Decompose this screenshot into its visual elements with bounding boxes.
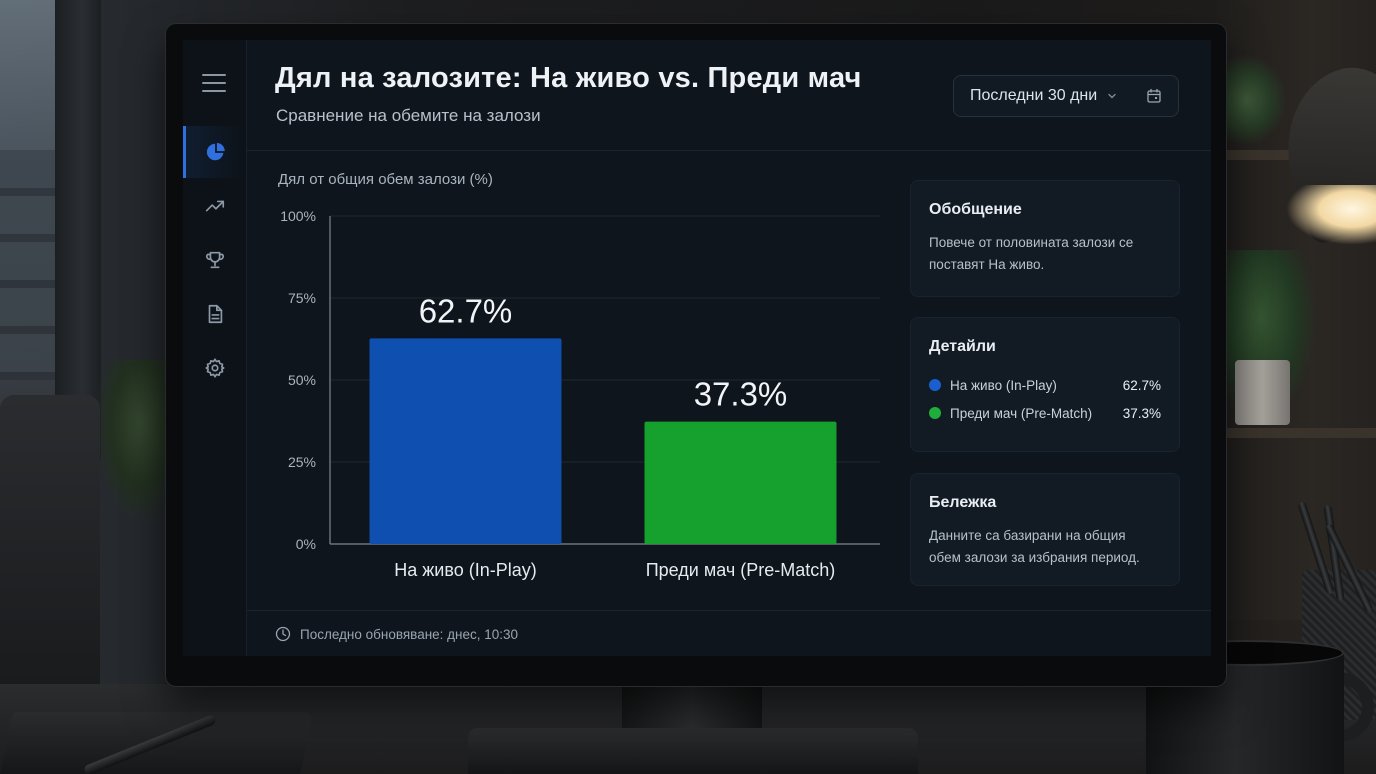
plant-pot: [1235, 360, 1290, 425]
bar-value-label: 62.7%: [419, 292, 513, 329]
footer-divider: [247, 610, 1211, 611]
detail-row-in-play: На живо (In-Play) 62.7%: [929, 371, 1161, 399]
y-tick-label: 0%: [296, 536, 316, 552]
x-category-label: Преди мач (Pre-Match): [646, 560, 836, 580]
menu-line: [202, 74, 226, 76]
detail-row-pre-match: Преди мач (Pre-Match) 37.3%: [929, 399, 1161, 427]
x-category-label: На живо (In-Play): [394, 560, 537, 580]
office-chair: [0, 395, 100, 715]
y-axis-title: Дял от общия обем залози (%): [278, 171, 493, 188]
bar-0: [369, 338, 562, 544]
last-updated-text: Последно обновяване: днес, 10:30: [300, 626, 519, 642]
legend-dot-pre-match: [929, 407, 941, 419]
chart-canvas: 0% 25% 50% 75% 100% 62.7% На живо (In-Play) 37.…: [280, 208, 880, 580]
sidebar-item-overview[interactable]: [183, 126, 246, 178]
shelf-board: [1216, 428, 1376, 438]
detail-label-in-play: На живо (In-Play): [950, 377, 1057, 393]
document-icon: [208, 304, 222, 324]
footer: Последно обновяване: днес, 10:30: [275, 626, 518, 642]
y-tick-label: 25%: [288, 454, 316, 470]
menu-line: [202, 82, 226, 84]
trending-up-icon: [205, 200, 224, 212]
monitor-stand-base: [468, 728, 918, 774]
trophy-icon: [205, 251, 224, 269]
pie-chart-icon: [206, 142, 225, 161]
details-card: Детайли На живо (In-Play) 62.7% Преди ма…: [910, 317, 1180, 452]
note-card: Бележка Данните са базирани на общия обе…: [910, 473, 1180, 586]
hamburger-menu-button[interactable]: [202, 70, 226, 92]
dashboard-screen: Дял на залозите: На живо vs. Преди мач С…: [183, 40, 1211, 656]
legend-dot-in-play: [929, 379, 941, 391]
y-tick-label: 50%: [288, 372, 316, 388]
clock-icon: [275, 626, 291, 642]
detail-value-pre-match: 37.3%: [1122, 405, 1161, 421]
sidebar-item-trends[interactable]: [183, 180, 246, 232]
window-building: [0, 150, 55, 380]
bar-chart: Дял от общия обем залози (%) 0% 25% 50% 75%…: [275, 168, 915, 608]
page-title: Дял на залозите: На живо vs. Преди мач: [275, 62, 862, 94]
settings-icon: [204, 358, 225, 378]
detail-value-in-play: 62.7%: [1122, 377, 1161, 393]
main-content: Дял на залозите: На живо vs. Преди мач С…: [247, 40, 1211, 656]
sidebar-item-reports[interactable]: [183, 288, 246, 340]
date-range-select[interactable]: Последни 30 дни: [953, 75, 1179, 117]
calendar-icon[interactable]: [1146, 88, 1162, 104]
date-range-value: Последни 30 дни: [970, 87, 1098, 104]
y-tick-label: 75%: [288, 290, 316, 306]
sidebar: [183, 40, 247, 656]
window-frame: [55, 0, 101, 460]
note-text: Данните са базирани на общия обем залози…: [929, 528, 1140, 565]
summary-card: Обобщение Повече от половината залози се…: [910, 180, 1180, 297]
note-heading: Бележка: [929, 494, 997, 511]
summary-heading: Обобщение: [929, 201, 1022, 218]
bar-value-label: 37.3%: [694, 376, 788, 413]
lamp-light: [1286, 185, 1376, 245]
sidebar-item-settings[interactable]: [183, 342, 246, 394]
page-subtitle: Сравнение на обемите на залози: [276, 106, 541, 125]
bar-1: [644, 421, 837, 544]
details-heading: Детайли: [929, 338, 996, 355]
menu-line: [202, 90, 226, 92]
y-tick-label: 100%: [280, 208, 316, 224]
detail-label-pre-match: Преди мач (Pre-Match): [950, 405, 1093, 421]
header-divider: [247, 150, 1211, 151]
chevron-down-icon: [1108, 93, 1116, 99]
summary-text: Повече от половината залози се поставят …: [929, 235, 1134, 272]
sidebar-item-leaderboard[interactable]: [183, 234, 246, 286]
